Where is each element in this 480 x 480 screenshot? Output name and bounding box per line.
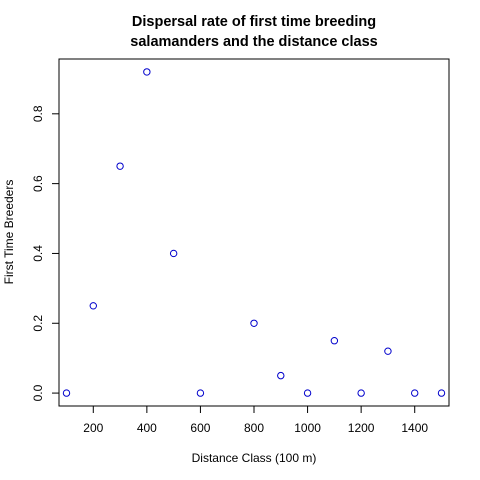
- x-tick-label: 1400: [401, 421, 428, 435]
- x-tick-label: 400: [137, 421, 157, 435]
- data-point: [116, 162, 124, 170]
- data-point: [196, 389, 205, 397]
- data-point: [62, 389, 71, 397]
- data-point: [277, 371, 285, 380]
- y-tick-label: 0.8: [31, 105, 45, 122]
- x-axis: 200 400 600 800 1000 1200 1400: [83, 406, 428, 435]
- y-tick-label: 0.0: [31, 384, 45, 401]
- chart-title-line-1: Dispersal rate of first time breeding: [132, 14, 376, 30]
- x-tick-label: 1000: [294, 421, 321, 435]
- y-tick-label: 0.6: [31, 175, 45, 192]
- data-points: [62, 68, 446, 397]
- data-point: [330, 337, 339, 345]
- data-point: [411, 389, 419, 397]
- y-axis: 0.0 0.2 0.4 0.6 0.8: [31, 105, 59, 401]
- x-tick-label: 1200: [348, 421, 375, 435]
- data-point: [169, 249, 178, 258]
- data-point: [384, 347, 392, 355]
- x-tick-label: 200: [83, 421, 103, 435]
- x-tick-label: 800: [244, 421, 264, 435]
- data-point: [250, 319, 258, 327]
- data-point: [89, 302, 97, 310]
- y-axis-label: First Time Breeders: [2, 180, 16, 285]
- chart-title-line-2: salamanders and the distance class: [130, 34, 377, 50]
- y-tick-label: 0.2: [31, 315, 45, 332]
- x-tick-label: 600: [190, 421, 210, 435]
- data-point: [437, 389, 446, 397]
- data-point: [357, 389, 365, 397]
- data-point: [303, 389, 312, 397]
- data-point: [143, 68, 151, 76]
- x-axis-label: Distance Class (100 m): [192, 451, 317, 465]
- y-tick-label: 0.4: [31, 245, 45, 262]
